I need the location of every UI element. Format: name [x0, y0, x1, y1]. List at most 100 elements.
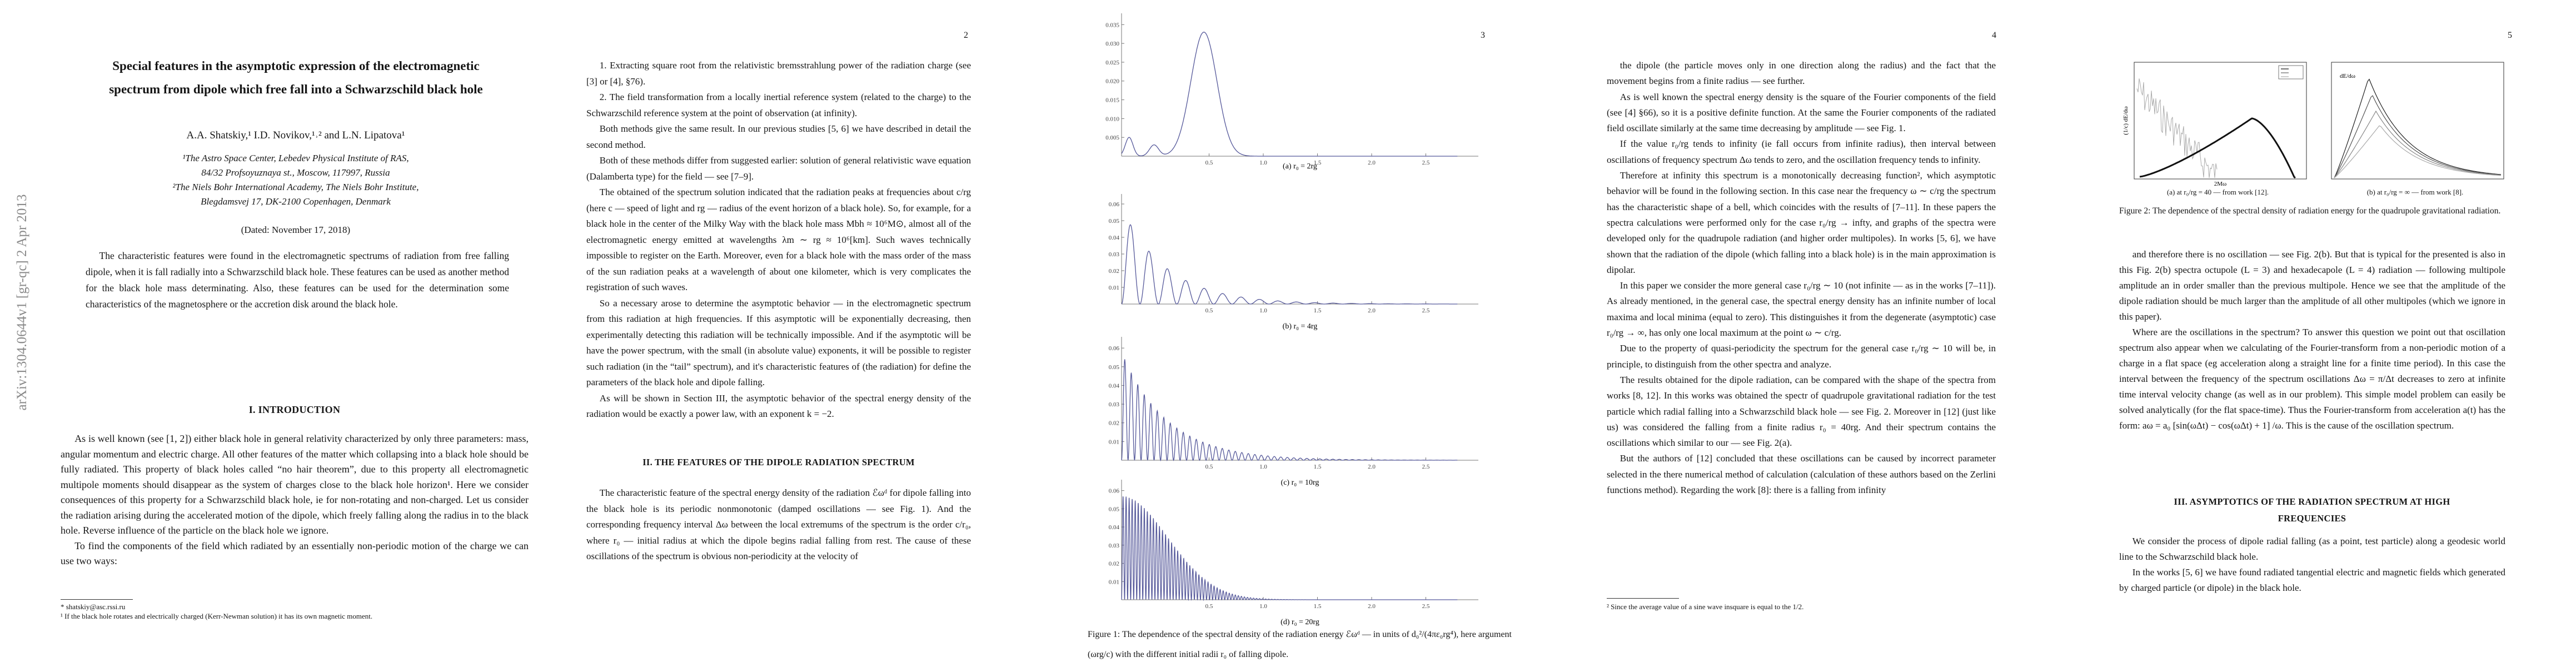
body-text: We consider the process of dipole radial…	[2119, 534, 2505, 596]
y-tick-label: 0.035	[1105, 22, 1119, 28]
footnotes: * shatskiy@asc.rssi.ru ¹ If the black hol…	[61, 602, 529, 621]
paragraph: Due to the property of quasi-periodicity…	[1607, 343, 1996, 370]
footnote: ¹ If the black hole rotates and electric…	[61, 612, 373, 620]
spectrum-curve	[2334, 78, 2502, 178]
y-tick-label: 0.06	[1109, 345, 1120, 352]
y-tick-label: 0.02	[1109, 561, 1119, 568]
subcaption: (c) r₀ = 10rg	[1281, 479, 1319, 487]
x-tick-label: 2.5	[1422, 307, 1430, 314]
paragraph: Both methods give the same result. In ou…	[586, 123, 971, 150]
footnote: * shatskiy@asc.rssi.ru	[61, 603, 126, 611]
spectrum-curve	[1121, 32, 1458, 157]
legend-box	[2278, 65, 2304, 79]
paragraph: The characteristic feature of the spectr…	[586, 487, 971, 561]
paragraph: 1. Extracting square root from the relat…	[586, 60, 971, 87]
x-tick-label: 2.5	[1422, 603, 1430, 610]
y-tick-label: 0.03	[1109, 251, 1120, 258]
page-number: 3	[1481, 31, 1485, 40]
paragraph: If the value r₀/rg tends to infinity (ie…	[1607, 138, 1996, 165]
authors: A.A. Shatskiy,¹ I.D. Novikov,¹˒² and L.N…	[186, 130, 405, 141]
plot-frame	[2134, 62, 2307, 180]
abstract: The characteristic features were found i…	[86, 248, 509, 312]
section-heading: I. INTRODUCTION	[248, 404, 341, 415]
x-tick-label: 0.5	[1205, 603, 1213, 610]
y-tick-label: 0.03	[1109, 401, 1120, 408]
footnote: ² Since the average value of a sine wave…	[1607, 603, 1804, 611]
paragraph: Where are the oscillations in the spectr…	[2119, 327, 2505, 431]
paragraph: To find the components of the field whic…	[61, 540, 529, 567]
paragraph: So a necessary arose to determine the as…	[586, 297, 971, 388]
affiliations: ¹The Astro Space Center, Lebedev Physica…	[67, 151, 525, 209]
y-tick-label: 0.04	[1109, 524, 1120, 531]
x-tick-label: 2.0	[1368, 464, 1376, 470]
body-text: the dipole (the particle moves only in o…	[1607, 58, 1996, 498]
affiliation-line: ²The Niels Bohr International Academy, T…	[172, 182, 419, 192]
body-text: As is well known (see [1, 2]) either bla…	[61, 431, 529, 569]
page-number: 2	[964, 31, 968, 40]
spectrum-curve	[1121, 224, 1458, 305]
x-tick-label: 1.0	[1259, 160, 1267, 166]
spectrum-curve	[2334, 95, 2502, 178]
subcaption: (a) at r₀/rg = 40 — from work [12].	[2166, 188, 2269, 196]
y-tick-label: 0.06	[1109, 488, 1120, 495]
x-tick-label: 0.5	[1205, 160, 1213, 166]
x-tick-label: 0.5	[1205, 464, 1213, 470]
plot-frame	[2331, 62, 2504, 180]
spectrum-curve	[1121, 496, 1458, 601]
x-tick-label: 1.5	[1314, 307, 1322, 314]
page-number: 4	[1992, 31, 1996, 40]
footnote-rule	[61, 599, 133, 600]
y-tick-label: 0.05	[1109, 364, 1120, 371]
x-axis-label: 2Mω	[2214, 181, 2227, 187]
paragraph: Both of these methods differ from sugges…	[586, 155, 971, 182]
y-tick-label: 0.01	[1109, 439, 1119, 445]
spectrum-curve	[2139, 117, 2296, 179]
subcaption: (a) r₀ = 2rg	[1283, 162, 1317, 171]
footnote-rule	[1607, 598, 1679, 599]
date: (Dated: November 17, 2018)	[241, 225, 351, 235]
y-axis-label: dE/dω	[2340, 73, 2355, 79]
section-heading: II. THE FEATURES OF THE DIPOLE RADIATION…	[642, 457, 915, 467]
x-tick-label: 2.5	[1422, 160, 1430, 166]
body-text: 1. Extracting square root from the relat…	[586, 58, 971, 422]
abstract-text: The characteristic features were found i…	[86, 250, 509, 310]
figure-caption: Figure 1: The dependence of the spectral…	[1088, 630, 1512, 659]
paragraph: As is well known (see [1, 2]) either bla…	[61, 433, 529, 536]
section-heading: III. ASYMPTOTICS OF THE RADIATION SPECTR…	[2174, 496, 2450, 524]
paragraph: 2. The field transformation from a local…	[586, 92, 971, 118]
y-axis-label: (1/c) dE/dω	[2122, 106, 2129, 135]
y-tick-label: 0.010	[1105, 116, 1119, 122]
x-tick-label: 1.0	[1259, 307, 1267, 314]
paragraph: In this paper we consider the more gener…	[1607, 280, 1996, 339]
paper-title: Special features in the asymptotic expre…	[109, 59, 483, 96]
paragraph: The obtained of the spectrum solution in…	[586, 187, 971, 292]
spectrum-curve	[1121, 359, 1458, 462]
figure-caption: Figure 2: The dependence of the spectral…	[2119, 206, 2501, 216]
affiliation-line: ¹The Astro Space Center, Lebedev Physica…	[182, 153, 409, 163]
y-tick-label: 0.01	[1109, 285, 1119, 291]
y-tick-label: 0.005	[1105, 135, 1119, 141]
body-text: The characteristic feature of the spectr…	[586, 485, 971, 565]
y-tick-label: 0.05	[1109, 506, 1120, 512]
paragraph: Therefore at infinity this spectrum is a…	[1607, 170, 1996, 275]
y-tick-label: 0.025	[1105, 59, 1119, 66]
paragraph: But the authors of [12] concluded that t…	[1607, 453, 1996, 496]
x-tick-label: 1.5	[1314, 160, 1322, 166]
x-tick-label: 2.0	[1368, 307, 1376, 314]
y-tick-label: 0.04	[1109, 235, 1120, 241]
x-tick-label: 1.0	[1259, 603, 1267, 610]
x-tick-label: 2.0	[1368, 160, 1376, 166]
page-number: 5	[2508, 31, 2512, 40]
y-tick-label: 0.030	[1105, 41, 1119, 47]
subcaption: (b) r₀ = 4rg	[1283, 322, 1318, 331]
paragraph: We consider the process of dipole radial…	[2119, 536, 2505, 562]
y-tick-label: 0.01	[1109, 579, 1119, 585]
y-tick-label: 0.02	[1109, 420, 1119, 427]
arxiv-stamp: arXiv:1304.0644v1 [gr-qc] 2 Apr 2013	[14, 194, 29, 411]
spectrum-curve	[2334, 110, 2502, 178]
x-tick-label: 2.5	[1422, 464, 1430, 470]
x-tick-label: 1.0	[1259, 464, 1267, 470]
x-tick-label: 1.5	[1314, 603, 1322, 610]
affiliation-line: Blegdamsvej 17, DK-2100 Copenhagen, Denm…	[201, 196, 391, 207]
